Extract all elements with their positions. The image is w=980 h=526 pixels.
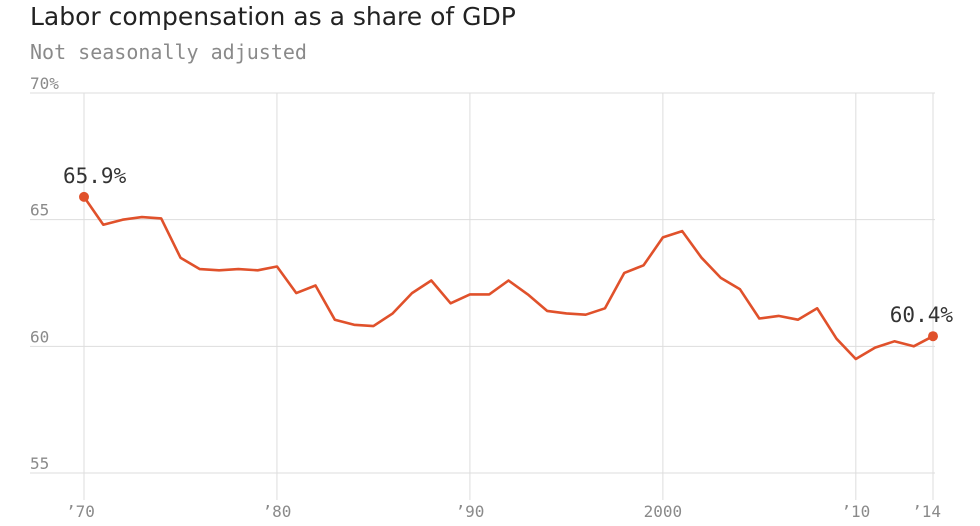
endpoint-marker bbox=[79, 191, 89, 202]
chart-subtitle: Not seasonally adjusted bbox=[30, 40, 307, 64]
x-tick-label: 2000 bbox=[644, 502, 683, 521]
y-tick-label: 70% bbox=[30, 74, 59, 93]
y-tick-label: 55 bbox=[30, 454, 49, 473]
data-label: 60.4% bbox=[890, 303, 954, 327]
x-tick-label: ’90 bbox=[455, 502, 484, 521]
x-axis-labels: ’70 ’80 ’90 2000 ’10 ’14 bbox=[66, 502, 941, 521]
chart-title: Labor compensation as a share of GDP bbox=[30, 2, 516, 31]
y-tick-label: 60 bbox=[30, 327, 49, 346]
x-tick-label: ’10 bbox=[841, 502, 870, 521]
annotation-layer: 65.9% 60.4% bbox=[63, 164, 954, 342]
endpoint-marker bbox=[928, 331, 938, 342]
x-gridlines bbox=[83, 93, 934, 500]
x-tick-label: ’80 bbox=[263, 502, 292, 521]
series-line bbox=[82, 195, 935, 361]
series-layer bbox=[82, 195, 935, 361]
x-tick-label: ’70 bbox=[66, 502, 95, 521]
y-axis-labels: 70% 65 60 55 bbox=[30, 74, 59, 473]
data-label: 65.9% bbox=[63, 164, 127, 188]
y-gridlines bbox=[30, 92, 935, 474]
x-tick-label: ’14 bbox=[912, 502, 941, 521]
y-tick-label: 65 bbox=[30, 201, 49, 220]
